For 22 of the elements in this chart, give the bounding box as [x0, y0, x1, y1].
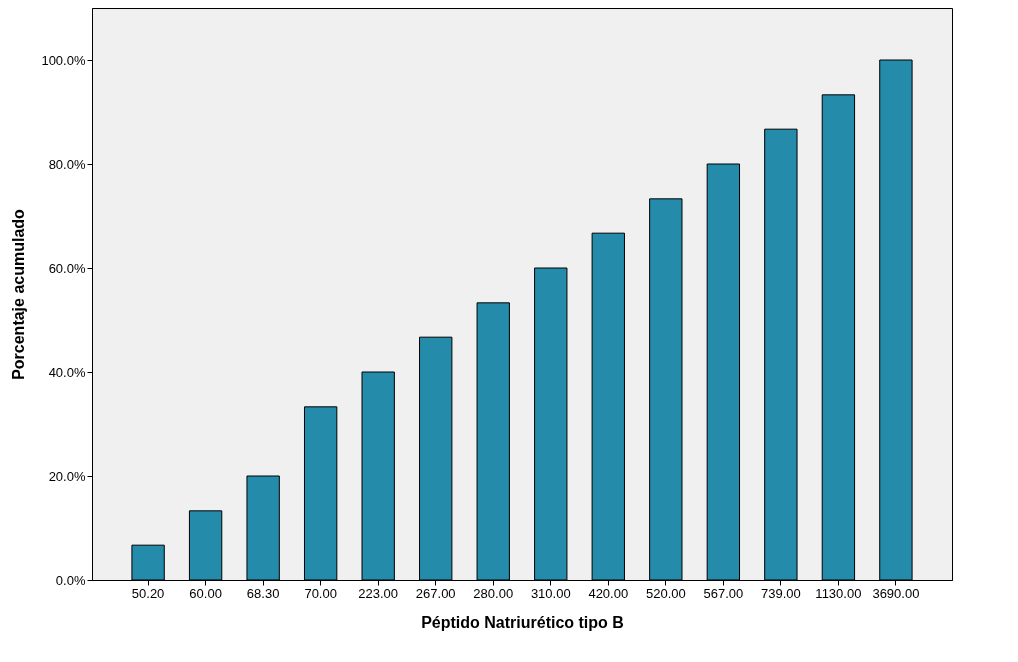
x-tick-label: 567.00: [703, 585, 744, 601]
y-tick-label: 20.0%: [48, 468, 86, 484]
y-tick-label: 60.0%: [48, 260, 86, 276]
x-tick-label: 280.00: [473, 585, 514, 601]
y-tick-label: 100.0%: [41, 52, 86, 68]
x-tick-label: 50.20: [131, 585, 165, 601]
x-axis-title: Péptido Natriurético tipo B: [421, 613, 624, 631]
y-axis-title: Porcentaje acumulado: [10, 208, 28, 380]
x-tick-label: 420.00: [588, 585, 629, 601]
x-tick-label: 267.00: [415, 585, 456, 601]
y-tick-label: 80.0%: [48, 156, 86, 172]
x-tick-label: 310.00: [530, 585, 571, 601]
x-tick-label: 3690.00: [872, 585, 920, 601]
x-tick-label: 60.00: [189, 585, 222, 601]
y-tick-label: 0.0%: [55, 572, 86, 588]
x-tick-label: 70.00: [304, 585, 337, 601]
x-tick-label: 1130.00: [815, 585, 862, 601]
x-tick-label: 520.00: [645, 585, 686, 601]
x-tick-label: 739.00: [760, 585, 801, 601]
x-tick-label: 68.30: [246, 585, 280, 601]
x-tick-label: 223.00: [358, 585, 399, 601]
y-tick-label: 40.0%: [48, 364, 86, 380]
